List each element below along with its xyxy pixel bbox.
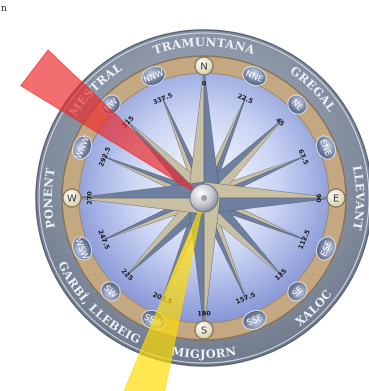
direction-badge-nnw: NNW xyxy=(141,66,166,87)
badge-bg-e xyxy=(326,188,346,208)
direction-badge-ne: NE xyxy=(287,94,308,115)
direction-badge-w: W xyxy=(62,188,82,208)
direction-badge-wsw: WSW xyxy=(72,236,93,262)
degree-label-s: 180 xyxy=(197,310,211,318)
direction-badge-e: E xyxy=(326,188,346,208)
direction-label-w: W xyxy=(67,194,77,205)
direction-badge-ene: ENE xyxy=(315,135,336,160)
degree-label-e: 90 xyxy=(315,193,323,203)
badge-bg-n xyxy=(194,56,214,76)
degree-label-n: 0 xyxy=(202,80,207,88)
outer-ring-highlight xyxy=(38,32,369,364)
direction-badge-n: N xyxy=(194,56,214,76)
wind-name-ponent: PONENT xyxy=(41,167,58,230)
direction-badge-s: S xyxy=(194,320,214,340)
direction-badge-nne: NNE xyxy=(242,66,267,87)
badge-bg-wnw xyxy=(72,135,93,160)
wind-pointer-1 xyxy=(20,49,205,199)
direction-badge-sse: SSE xyxy=(242,309,267,330)
direction-label-e: E xyxy=(333,194,339,205)
compass-hub xyxy=(189,183,219,213)
badge-bg-sse xyxy=(242,309,267,330)
direction-badge-ese: ESE xyxy=(315,236,336,261)
direction-label-n: N xyxy=(200,62,207,73)
badge-bg-sw xyxy=(100,281,121,302)
direction-badge-wnw: WNW xyxy=(72,135,93,160)
badge-bg-wsw xyxy=(72,236,93,261)
wind-name-migjorn: MIGJORN xyxy=(171,344,238,361)
badge-bg-nne xyxy=(242,66,267,87)
badge-bg-nnw xyxy=(141,66,166,87)
badge-bg-s xyxy=(194,320,214,340)
direction-badge-se: SE xyxy=(287,281,308,302)
wind-pointers xyxy=(20,49,205,391)
badge-bg-ese xyxy=(315,236,336,261)
corner-label: n xyxy=(1,4,7,14)
wind-pointer-2 xyxy=(123,197,205,391)
badge-bg-ene xyxy=(315,135,336,160)
hub-pin xyxy=(201,195,207,201)
direction-badge-sw: SW xyxy=(100,281,121,302)
direction-label-s: S xyxy=(201,326,207,337)
wind-name-llevant: LLEVANT xyxy=(350,164,367,231)
badge-bg-se xyxy=(287,281,308,302)
badge-bg-ne xyxy=(287,94,308,115)
badge-bg-w xyxy=(62,188,82,208)
degree-label-w: 270 xyxy=(86,191,94,205)
